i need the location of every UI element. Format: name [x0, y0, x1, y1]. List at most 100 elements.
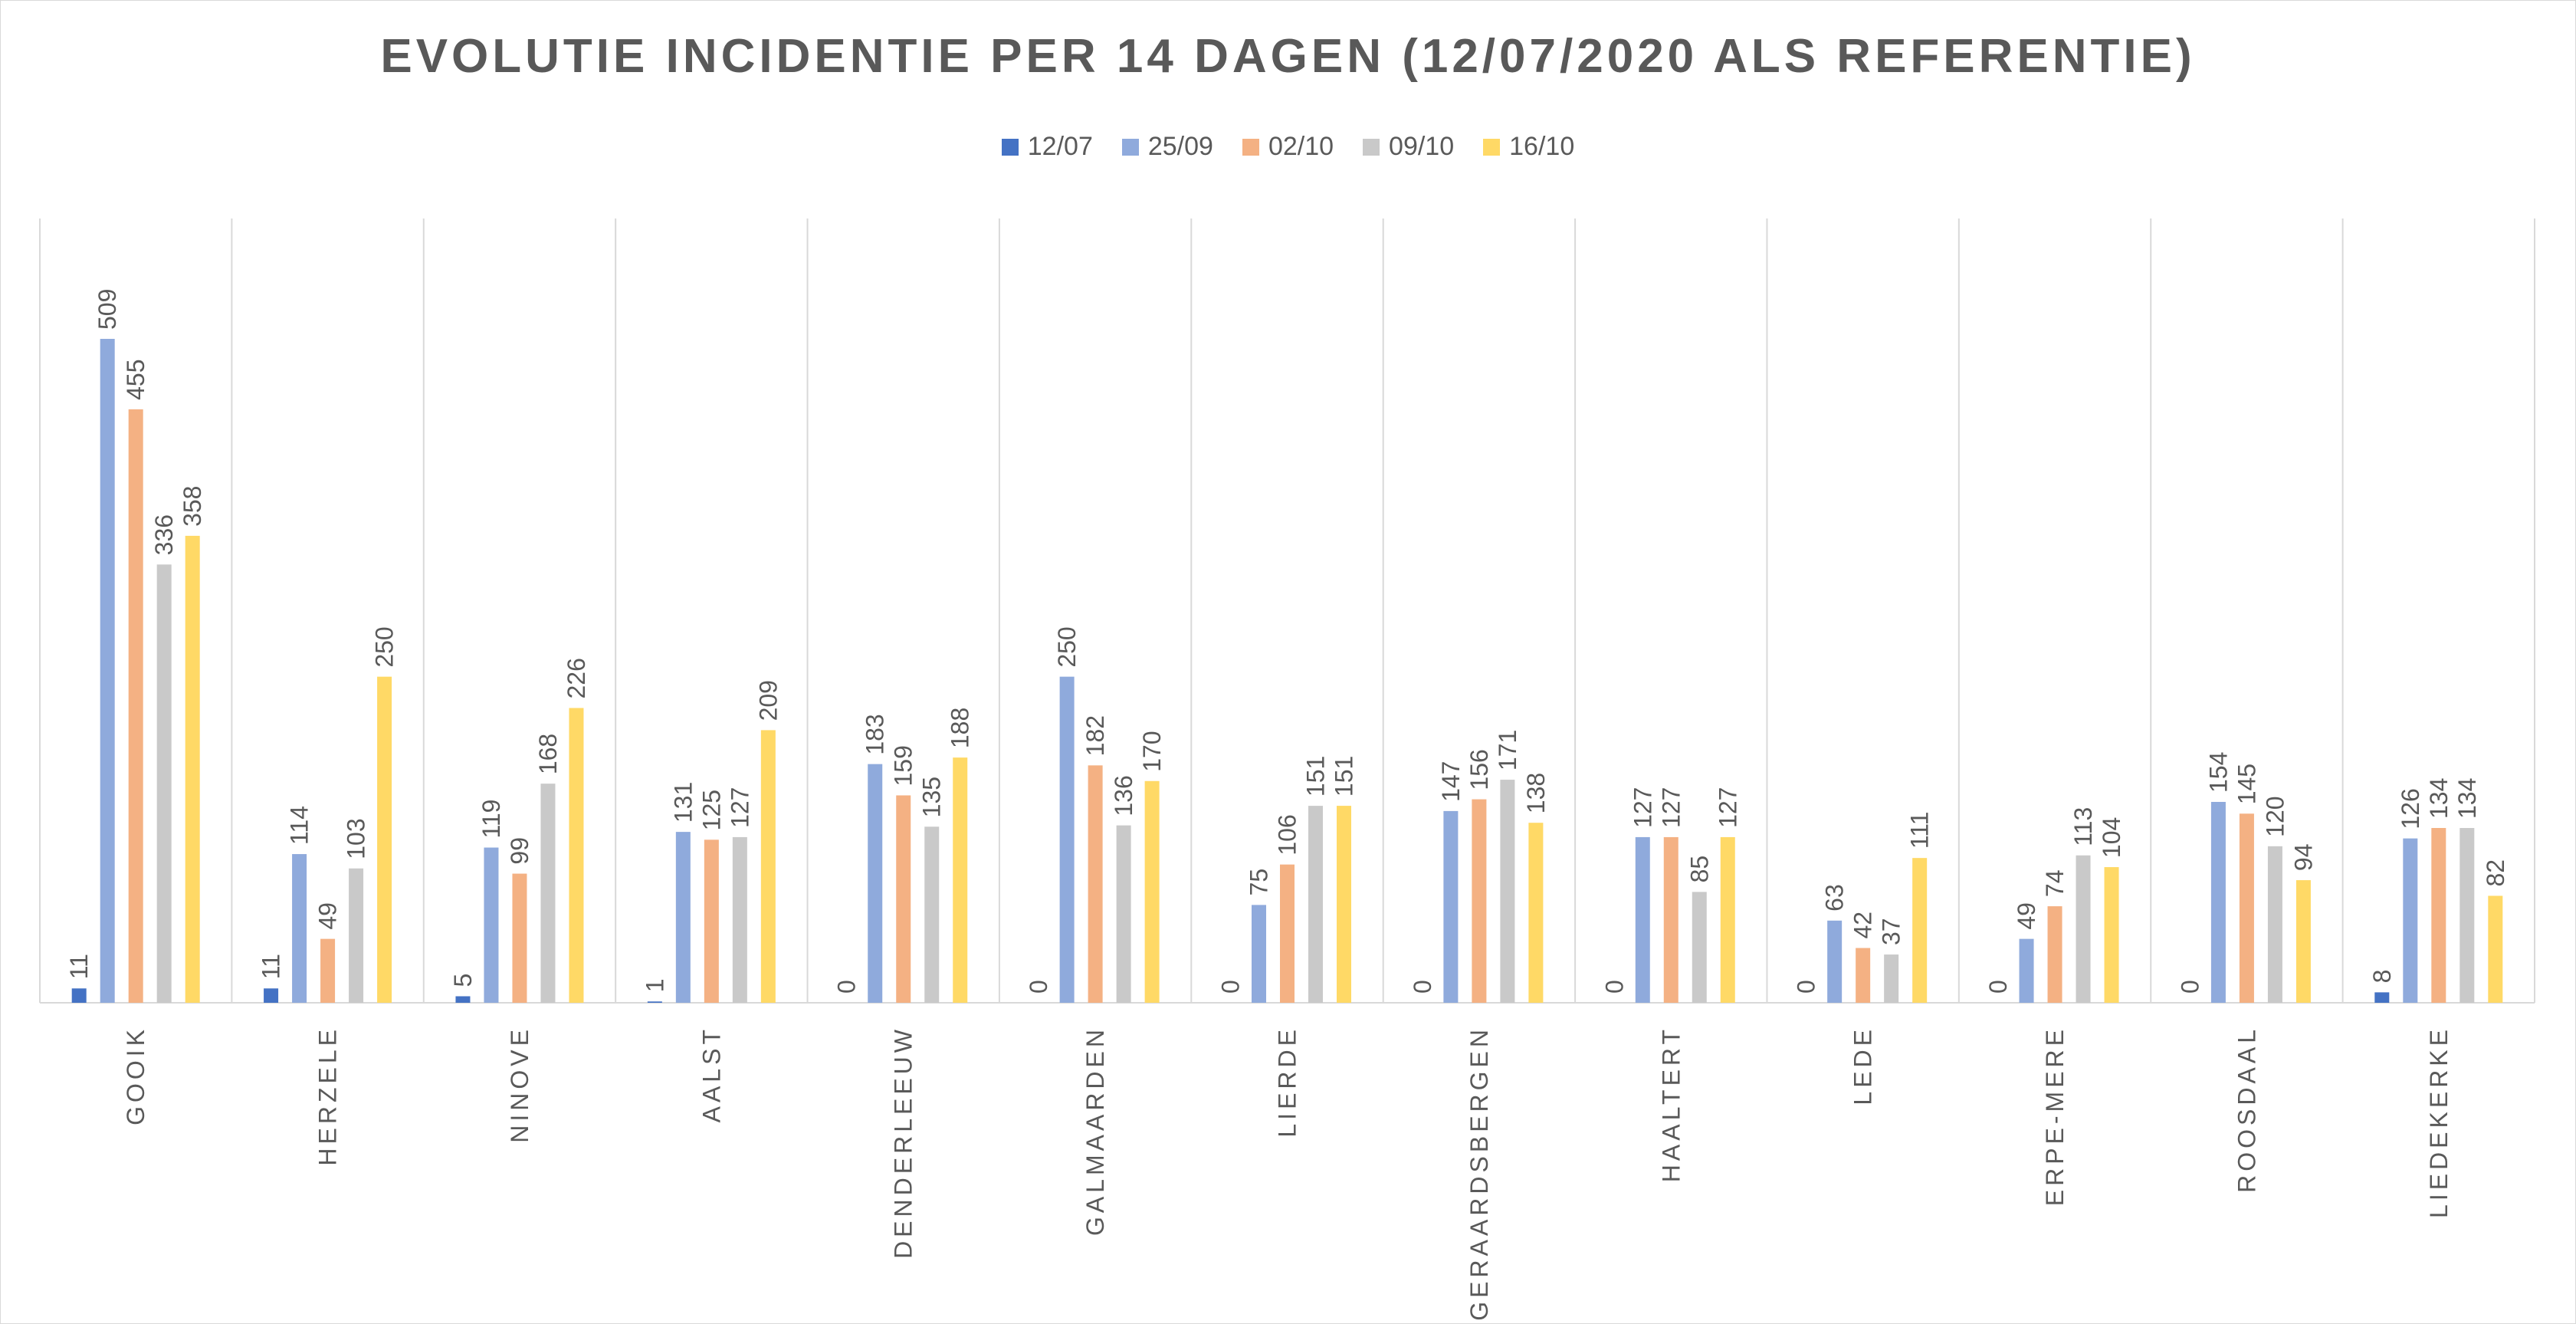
legend-swatch — [1121, 138, 1139, 156]
data-label: 119 — [477, 800, 505, 839]
data-label: 182 — [1081, 715, 1109, 756]
data-label: 509 — [94, 289, 121, 330]
chart-title: EVOLUTIE INCIDENTIE PER 14 DAGEN (12/07/… — [380, 30, 2196, 83]
data-label: 0 — [1409, 980, 1436, 994]
bar — [156, 564, 172, 1003]
data-label: 49 — [2013, 902, 2040, 930]
data-label: 42 — [1849, 912, 1877, 939]
bar — [2488, 895, 2503, 1003]
data-label: 0 — [1217, 980, 1245, 994]
bar — [868, 764, 883, 1003]
data-label: 250 — [1053, 626, 1081, 667]
data-label: 5 — [449, 974, 477, 987]
data-label: 171 — [1494, 730, 1521, 770]
bar — [2431, 828, 2446, 1003]
bar — [1884, 954, 1899, 1003]
bar — [2460, 828, 2475, 1003]
legend-label: 16/10 — [1509, 132, 1575, 161]
category-label: NINOVE — [506, 1026, 533, 1143]
data-label: 159 — [890, 745, 917, 786]
bar — [1856, 948, 1871, 1003]
data-label: 11 — [258, 954, 285, 979]
data-label: 11 — [65, 954, 93, 979]
bar — [896, 795, 911, 1003]
data-label: 127 — [1714, 787, 1741, 828]
data-label: 134 — [2425, 778, 2453, 819]
bar — [1720, 836, 1735, 1003]
bar — [1088, 765, 1103, 1003]
bar — [1280, 864, 1295, 1003]
bar — [2267, 846, 2282, 1003]
data-label: 226 — [563, 658, 590, 698]
data-label: 455 — [122, 359, 149, 399]
category-label: HERZELE — [314, 1026, 342, 1166]
category-label: LEDE — [1849, 1026, 1877, 1106]
data-label: 183 — [861, 714, 889, 754]
data-label: 94 — [2289, 843, 2317, 871]
bar — [2295, 880, 2311, 1003]
data-label: 151 — [1331, 756, 1358, 797]
data-label: 37 — [1878, 918, 1905, 945]
data-label: 113 — [2069, 807, 2097, 846]
bar — [128, 409, 143, 1003]
data-label: 0 — [833, 980, 861, 994]
bar — [953, 757, 968, 1003]
bar — [540, 784, 556, 1003]
data-label: 126 — [2397, 788, 2424, 829]
data-label: 154 — [2204, 752, 2232, 793]
data-label: 209 — [754, 680, 782, 721]
data-label: 145 — [2233, 764, 2260, 804]
data-label: 136 — [1110, 775, 1137, 816]
data-label: 103 — [343, 818, 370, 859]
legend-swatch — [1363, 138, 1380, 156]
bar — [100, 339, 115, 1003]
data-label: 114 — [286, 806, 313, 845]
category-label: GOOIK — [122, 1026, 149, 1125]
data-label: 127 — [1657, 787, 1685, 828]
bar — [1692, 892, 1707, 1003]
bar — [569, 708, 584, 1003]
legend-label: 09/10 — [1389, 132, 1455, 161]
bar — [71, 988, 87, 1003]
bar — [2374, 992, 2390, 1003]
data-label: 104 — [2098, 817, 2125, 858]
legend-swatch — [1242, 138, 1259, 156]
bar — [924, 826, 940, 1003]
data-label: 134 — [2453, 778, 2481, 819]
category-label: DENDERLEEUW — [890, 1026, 917, 1259]
data-label: 74 — [2041, 870, 2069, 898]
bar — [2239, 813, 2254, 1003]
data-label: 111 — [1906, 812, 1934, 849]
legend-item: 25/09 — [1121, 132, 1213, 162]
bar — [292, 854, 307, 1003]
chart-legend: 12/07 25/09 02/10 09/10 16/10 — [0, 132, 2576, 162]
data-label: 135 — [918, 777, 946, 817]
category-label: GALMAARDEN — [1081, 1026, 1109, 1236]
bar — [2076, 855, 2091, 1003]
data-label: 250 — [371, 626, 399, 667]
bar — [1500, 780, 1515, 1003]
bar — [455, 996, 471, 1003]
legend-label: 12/07 — [1027, 132, 1093, 161]
legend-item: 16/10 — [1483, 132, 1574, 162]
category-label: AALST — [697, 1026, 725, 1122]
bar — [675, 832, 691, 1003]
data-label: 0 — [1025, 980, 1052, 994]
bar — [377, 676, 392, 1003]
bar — [2047, 906, 2062, 1003]
bar — [1144, 780, 1160, 1003]
data-label: 127 — [726, 787, 753, 828]
bar — [484, 847, 499, 1003]
bar — [2019, 938, 2034, 1003]
category-label: ROOSDAAL — [2233, 1026, 2260, 1193]
bar — [185, 535, 200, 1003]
bar — [512, 873, 527, 1003]
bar — [1472, 799, 1487, 1003]
category-label: LIEDEKERKE — [2425, 1026, 2453, 1218]
data-label: 138 — [1522, 773, 1550, 813]
bar — [2403, 838, 2418, 1003]
legend-label: 02/10 — [1268, 132, 1334, 161]
data-label: 156 — [1465, 749, 1493, 790]
